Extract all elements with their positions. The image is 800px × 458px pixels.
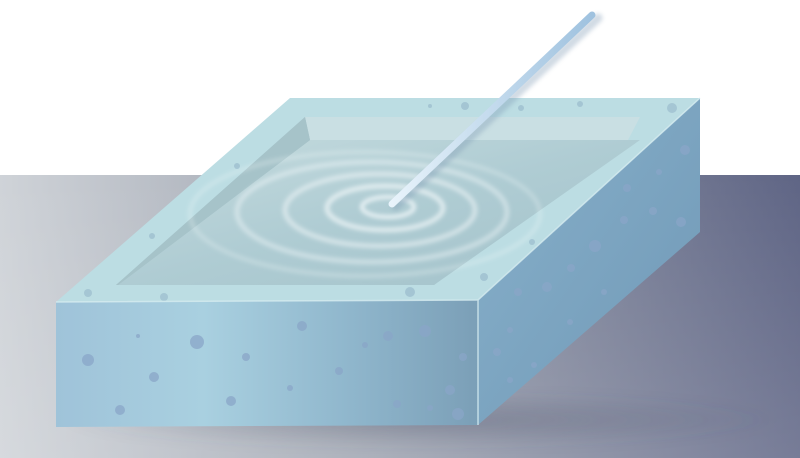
- tank-side-face: [478, 98, 700, 425]
- tank-edges: [55, 97, 701, 425]
- stirring-rod: [388, 11, 596, 208]
- tank-front-face: [56, 300, 478, 427]
- tank-inner-left-wall: [116, 117, 310, 285]
- tank-speckles: [82, 145, 690, 420]
- water-ripples: [188, 150, 542, 278]
- water-surface: [118, 140, 640, 285]
- stirring-rod-shadow: [391, 13, 603, 211]
- rim-speckles: [84, 101, 677, 301]
